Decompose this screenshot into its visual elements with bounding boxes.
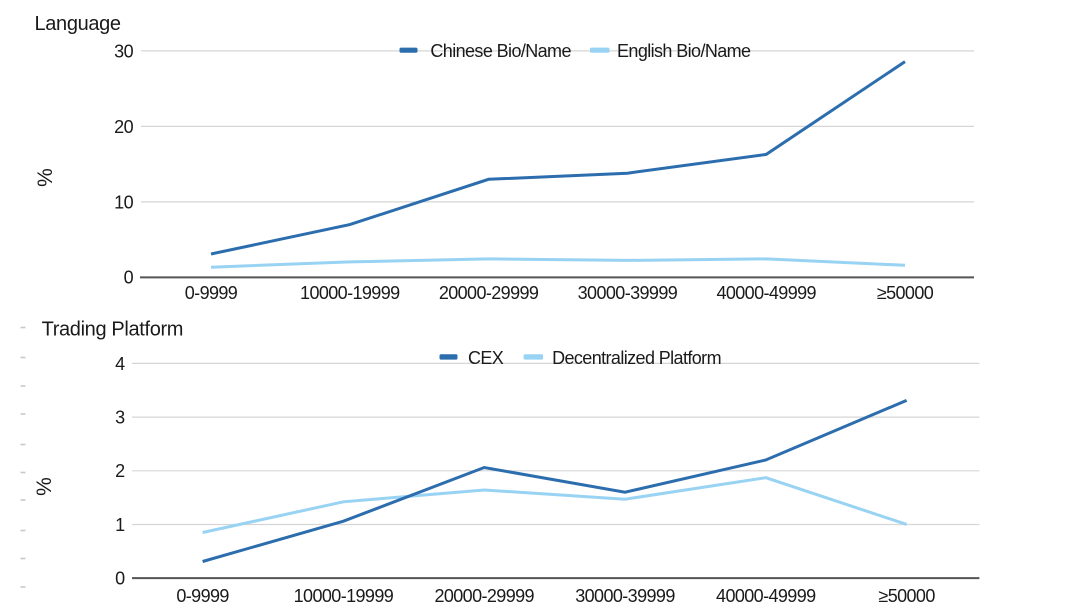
svg-text:20000-29999: 20000-29999 [439, 283, 539, 303]
svg-text:1: 1 [115, 515, 125, 535]
svg-text:10000-19999: 10000-19999 [300, 283, 400, 303]
svg-text:Trading Platform: Trading Platform [42, 318, 184, 340]
svg-text:Chinese Bio/Name: Chinese Bio/Name [430, 41, 571, 61]
svg-text:30: 30 [114, 41, 133, 61]
svg-text:40000-49999: 40000-49999 [716, 586, 816, 606]
svg-text:20000-29999: 20000-29999 [434, 586, 534, 606]
svg-text:%: % [34, 168, 57, 187]
svg-text:2: 2 [115, 461, 125, 481]
svg-text:0-9999: 0-9999 [176, 586, 229, 606]
svg-text:10: 10 [114, 192, 133, 212]
svg-text:≥50000: ≥50000 [878, 586, 935, 606]
svg-text:0-9999: 0-9999 [185, 283, 238, 303]
svg-text:Decentralized Platform: Decentralized Platform [552, 348, 721, 368]
svg-text:4: 4 [115, 354, 125, 374]
svg-text:%: % [33, 477, 56, 496]
svg-text:3: 3 [115, 408, 125, 428]
svg-text:English Bio/Name: English Bio/Name [617, 41, 751, 61]
svg-text:≥50000: ≥50000 [877, 283, 934, 303]
svg-text:10000-19999: 10000-19999 [294, 586, 394, 606]
svg-text:0: 0 [124, 268, 134, 288]
svg-text:0: 0 [115, 569, 125, 589]
svg-text:40000-49999: 40000-49999 [716, 283, 816, 303]
svg-text:20: 20 [114, 117, 133, 137]
svg-text:CEX: CEX [468, 348, 504, 368]
svg-text:30000-39999: 30000-39999 [578, 283, 678, 303]
svg-text:Language: Language [35, 13, 121, 35]
svg-text:30000-39999: 30000-39999 [575, 586, 675, 606]
